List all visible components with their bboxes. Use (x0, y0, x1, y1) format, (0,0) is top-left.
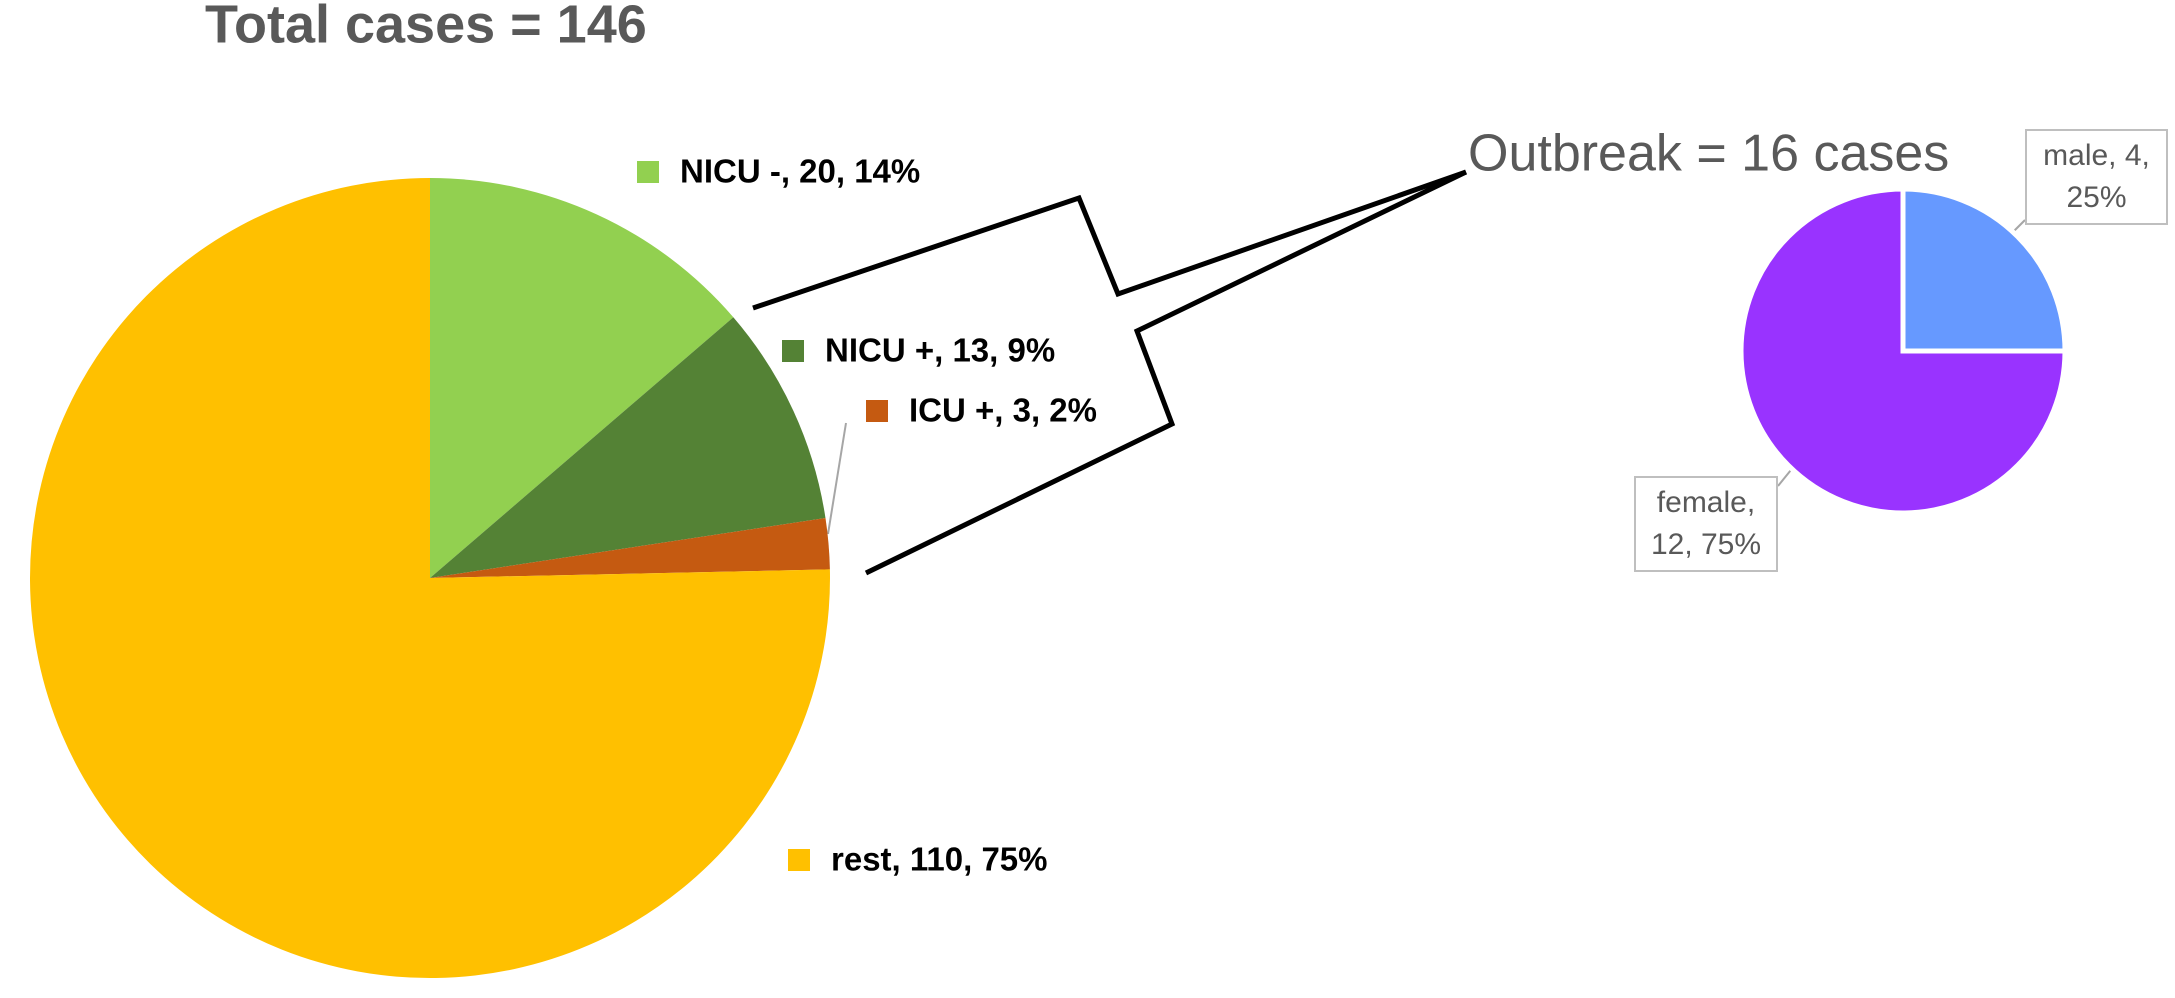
pie-slice (430, 178, 734, 578)
legend-swatch (788, 849, 810, 871)
data-label: NICU +, 13, 9% (825, 332, 1055, 369)
connector (864, 169, 1468, 576)
pie-slice (30, 178, 831, 978)
data-label: rest, 110, 75% (831, 841, 1048, 878)
pie-slice (430, 317, 826, 578)
data-label: NICU -, 20, 14% (680, 153, 920, 190)
pie-slice (430, 517, 830, 578)
legend-swatch (637, 161, 659, 183)
connector (752, 169, 1467, 311)
legend-swatch (866, 400, 888, 422)
data-label: male, 4, 25% (2025, 129, 2168, 225)
pie-slice (1738, 186, 2068, 516)
pie-slice (1900, 186, 2068, 354)
data-label: ICU +, 3, 2% (909, 392, 1097, 429)
chart-title: Total cases = 146 (205, 0, 647, 54)
leader-line (827, 422, 847, 535)
legend-swatch (782, 340, 804, 362)
chart-title: Outbreak = 16 cases (1468, 125, 1949, 183)
data-label: female, 12, 75% (1634, 476, 1778, 572)
